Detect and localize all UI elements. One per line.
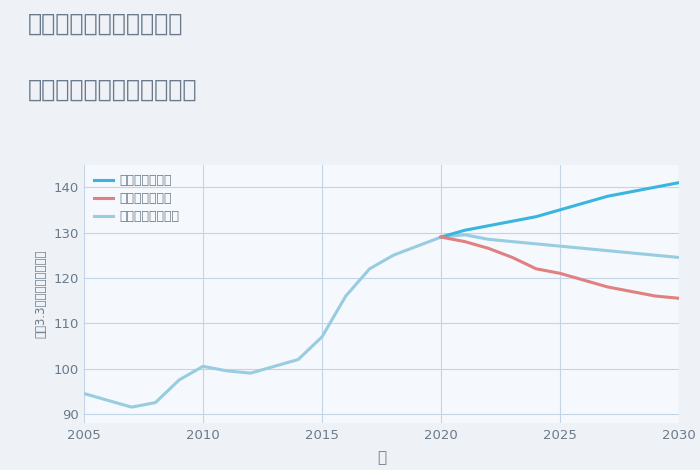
ノーマルシナリオ xyxy=(151,400,160,406)
ノーマルシナリオ xyxy=(223,368,231,374)
ノーマルシナリオ xyxy=(365,266,374,272)
ノーマルシナリオ xyxy=(580,246,588,251)
ノーマルシナリオ xyxy=(556,243,564,249)
グッドシナリオ xyxy=(603,194,612,199)
Line: グッドシナリオ: グッドシナリオ xyxy=(441,183,679,237)
グッドシナリオ xyxy=(484,223,493,228)
Line: バッドシナリオ: バッドシナリオ xyxy=(441,237,679,298)
グッドシナリオ xyxy=(532,214,540,219)
バッドシナリオ xyxy=(603,284,612,290)
バッドシナリオ xyxy=(675,296,683,301)
ノーマルシナリオ xyxy=(484,236,493,242)
グッドシナリオ xyxy=(580,200,588,206)
ノーマルシナリオ xyxy=(246,370,255,376)
ノーマルシナリオ xyxy=(175,377,183,383)
ノーマルシナリオ xyxy=(413,243,421,249)
ノーマルシナリオ xyxy=(603,248,612,253)
Y-axis label: 坪（3.3㎡）単価（万円）: 坪（3.3㎡）単価（万円） xyxy=(34,250,48,338)
バッドシナリオ xyxy=(580,277,588,283)
グッドシナリオ xyxy=(437,234,445,240)
ノーマルシナリオ xyxy=(270,363,279,369)
ノーマルシナリオ xyxy=(342,293,350,299)
X-axis label: 年: 年 xyxy=(377,450,386,465)
ノーマルシナリオ xyxy=(508,239,517,244)
バッドシナリオ xyxy=(532,266,540,272)
Line: ノーマルシナリオ: ノーマルシナリオ xyxy=(84,235,679,407)
グッドシナリオ xyxy=(461,227,469,233)
グッドシナリオ xyxy=(556,207,564,212)
Text: 中古マンションの価格推移: 中古マンションの価格推移 xyxy=(28,78,197,102)
バッドシナリオ xyxy=(627,289,636,294)
グッドシナリオ xyxy=(651,184,659,190)
ノーマルシナリオ xyxy=(532,241,540,247)
ノーマルシナリオ xyxy=(675,255,683,260)
バッドシナリオ xyxy=(508,255,517,260)
バッドシナリオ xyxy=(651,293,659,299)
ノーマルシナリオ xyxy=(627,250,636,256)
ノーマルシナリオ xyxy=(651,252,659,258)
グッドシナリオ xyxy=(508,219,517,224)
ノーマルシナリオ xyxy=(104,398,112,403)
ノーマルシナリオ xyxy=(461,232,469,238)
ノーマルシナリオ xyxy=(389,252,398,258)
ノーマルシナリオ xyxy=(294,357,302,362)
ノーマルシナリオ xyxy=(199,363,207,369)
ノーマルシナリオ xyxy=(80,391,88,396)
バッドシナリオ xyxy=(461,239,469,244)
Legend: グッドシナリオ, バッドシナリオ, ノーマルシナリオ: グッドシナリオ, バッドシナリオ, ノーマルシナリオ xyxy=(90,171,183,227)
バッドシナリオ xyxy=(437,234,445,240)
ノーマルシナリオ xyxy=(127,404,136,410)
グッドシナリオ xyxy=(675,180,683,186)
バッドシナリオ xyxy=(556,271,564,276)
ノーマルシナリオ xyxy=(437,234,445,240)
Text: 兵庫県姫路市威徳寺町の: 兵庫県姫路市威徳寺町の xyxy=(28,12,183,36)
バッドシナリオ xyxy=(484,246,493,251)
グッドシナリオ xyxy=(627,189,636,195)
ノーマルシナリオ xyxy=(318,334,326,340)
